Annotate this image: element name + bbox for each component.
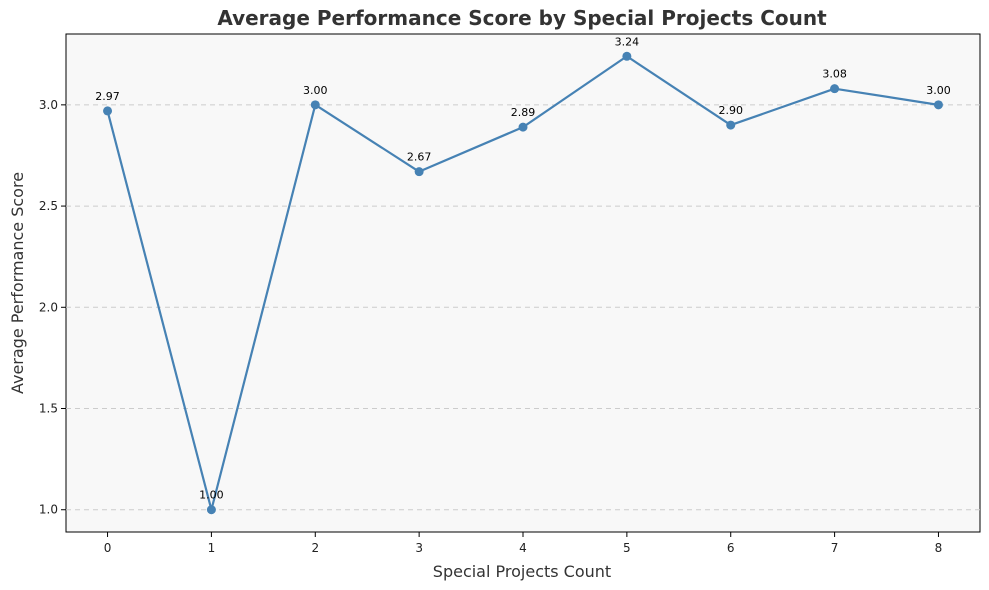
plot-area <box>65 33 981 533</box>
data-label: 3.24 <box>615 35 640 48</box>
data-label: 2.89 <box>511 106 536 119</box>
y-tick-label: 2.0 <box>39 300 58 314</box>
data-point <box>622 51 632 61</box>
data-label: 2.90 <box>718 104 743 117</box>
y-tick-label: 3.0 <box>39 98 58 112</box>
data-point <box>518 122 528 132</box>
y-tick-label: 1.5 <box>39 402 58 416</box>
x-tick-label: 5 <box>623 541 631 555</box>
y-axis-label: Average Performance Score <box>8 172 27 394</box>
data-point <box>830 84 840 94</box>
y-tick-label: 1.0 <box>39 503 58 517</box>
data-point <box>726 120 736 130</box>
x-tick-label: 1 <box>208 541 216 555</box>
data-label: 3.00 <box>303 84 328 97</box>
chart-title: Average Performance Score by Special Pro… <box>217 6 827 30</box>
data-point <box>933 100 943 110</box>
x-tick-label: 3 <box>415 541 423 555</box>
x-tick-label: 0 <box>104 541 112 555</box>
data-label: 1.00 <box>199 489 224 502</box>
data-labels: 2.97 1.00 3.00 2.67 2.89 3.24 2.90 3.08 3.00 <box>95 35 950 501</box>
data-label: 2.67 <box>407 151 432 164</box>
x-tick-label: 6 <box>727 541 735 555</box>
data-label: 3.08 <box>822 68 847 81</box>
x-tick-label: 4 <box>519 541 527 555</box>
y-axis-ticks: 1.0 1.5 2.0 2.5 3.0 <box>39 98 66 517</box>
data-point <box>103 106 113 116</box>
data-point <box>414 167 424 177</box>
x-tick-label: 2 <box>311 541 319 555</box>
series-group <box>103 51 943 515</box>
y-tick-label: 2.5 <box>39 199 58 213</box>
x-tick-label: 8 <box>935 541 943 555</box>
data-label: 3.00 <box>926 84 951 97</box>
x-axis-ticks: 0 1 2 3 4 5 6 7 8 <box>104 532 943 555</box>
x-axis-label: Special Projects Count <box>433 562 611 581</box>
data-label: 2.97 <box>95 90 120 103</box>
x-tick-label: 7 <box>831 541 839 555</box>
data-point <box>206 505 216 515</box>
data-point <box>310 100 320 110</box>
